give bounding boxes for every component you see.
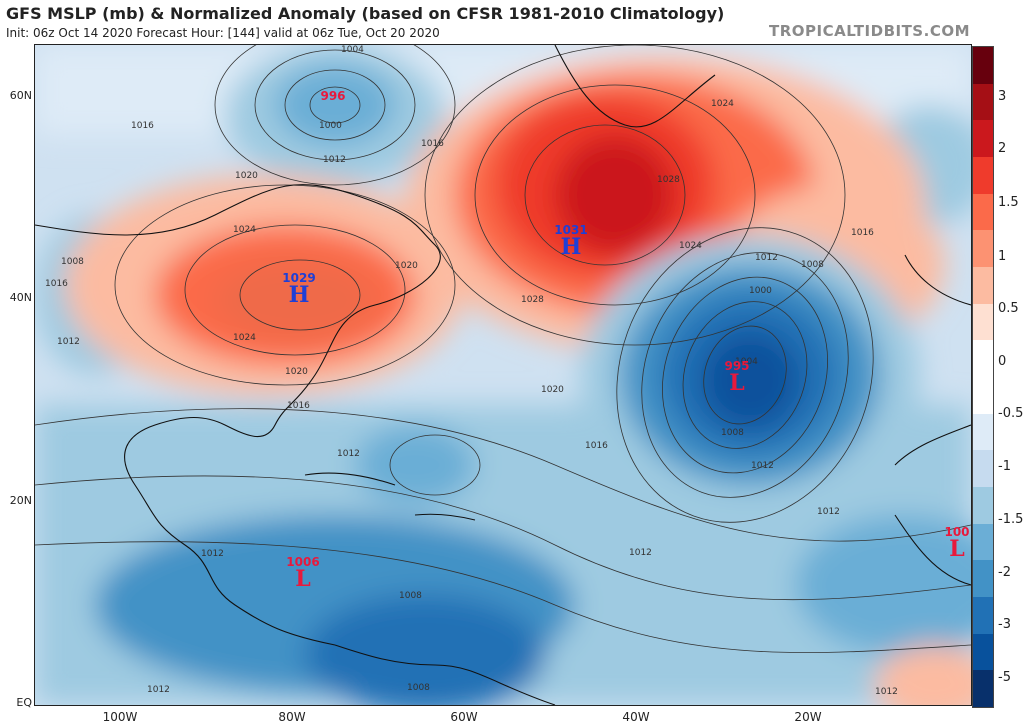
low-pressure-center: 100 L [944, 525, 970, 562]
isobar-label: 1012 [337, 449, 360, 459]
system-letter: H [288, 282, 310, 308]
isobar-label: 1008 [399, 591, 422, 601]
isobar-label: 1016 [45, 279, 68, 289]
lat-label: EQ [16, 696, 32, 709]
colorbar-segment [973, 597, 993, 635]
colorbar-segment [973, 303, 993, 341]
colorbar-segment [973, 267, 993, 305]
low-pressure-center: 996 [320, 89, 345, 103]
isobar-label: 1016 [585, 441, 608, 451]
colorbar-segment [973, 83, 993, 121]
colorbar-segment [973, 340, 993, 378]
isobar-label: 1020 [541, 385, 564, 395]
colorbar-label: -1.5 [998, 512, 1024, 527]
colorbar-segment [973, 120, 993, 158]
system-letter: L [949, 536, 965, 562]
isobar-label: 1000 [749, 286, 772, 296]
colorbar-label: 0 [998, 354, 1007, 369]
lat-label: 40N [9, 291, 32, 304]
isobar-label: 1008 [61, 257, 84, 267]
colorbar-segment [973, 633, 993, 671]
map-title: GFS MSLP (mb) & Normalized Anomaly (base… [6, 4, 725, 23]
isobar-label: 1020 [285, 367, 308, 377]
colorbar-label: -0.5 [998, 406, 1024, 421]
low-pressure-center: 995 L [724, 359, 750, 396]
lon-label: 60W [450, 710, 478, 724]
colorbar-label: 2 [998, 141, 1007, 156]
isobar-label: 1028 [521, 295, 544, 305]
isobar-label: 1012 [875, 687, 898, 697]
high-pressure-center: 1031 H [554, 223, 588, 260]
colorbar-segment [973, 157, 993, 195]
colorbar-segment [973, 560, 993, 598]
isobar-label: 1012 [57, 337, 80, 347]
lon-label: 80W [278, 710, 306, 724]
colorbar-segment [973, 377, 993, 415]
colorbar-label: 1.5 [998, 195, 1019, 210]
isobar-label: 1012 [755, 253, 778, 263]
isobar-label: 1016 [851, 228, 874, 238]
system-letter: L [729, 370, 745, 396]
colorbar-label: 3 [998, 89, 1007, 104]
colorbar-label: 1 [998, 249, 1007, 264]
system-letter: L [295, 566, 311, 592]
isobar-label: 1016 [287, 401, 310, 411]
colorbar-segment [973, 413, 993, 451]
lon-label: 20W [794, 710, 822, 724]
isobar-label: 1008 [721, 428, 744, 438]
colorbar-segment [973, 230, 993, 268]
isobar-label: 1012 [751, 461, 774, 471]
isobar-label: 1008 [801, 260, 824, 270]
lat-label: 20N [9, 494, 32, 507]
isobar-label: 1000 [319, 121, 342, 131]
map-panel: 1004 1000 1012 1016 1016 1020 1024 1024 … [34, 44, 972, 706]
low-pressure-center: 1006 L [286, 555, 320, 592]
isobar-label: 1012 [201, 549, 224, 559]
colorbar-segment [973, 523, 993, 561]
isobar-label: 1008 [407, 683, 430, 693]
system-letter: H [560, 234, 582, 260]
colorbar [972, 46, 994, 708]
colorbar-label: 0.5 [998, 301, 1019, 316]
lon-label: 40W [622, 710, 650, 724]
colorbar-segment [973, 450, 993, 488]
isobar-label: 1012 [629, 548, 652, 558]
isobar-label: 1012 [147, 685, 170, 695]
isobar-label: 1024 [679, 241, 702, 251]
isobar-label: 1024 [233, 333, 256, 343]
colorbar-segment [973, 487, 993, 525]
colorbar-segment [973, 47, 993, 85]
colorbar-label: -2 [998, 565, 1011, 580]
brand-watermark: TROPICALTIDBITS.COM [769, 22, 970, 40]
colorbar-segment [973, 193, 993, 231]
isobar-label: 1004 [735, 357, 758, 367]
isobar-label: 1024 [233, 225, 256, 235]
anomaly-field [35, 45, 971, 705]
colorbar-label: -5 [998, 670, 1011, 685]
system-value: 1029 [282, 271, 316, 285]
colorbar-label: -1 [998, 459, 1011, 474]
isobar-label: 1016 [421, 139, 444, 149]
lat-label: 60N [9, 89, 32, 102]
isobar-label: 1028 [657, 175, 680, 185]
isobars [35, 45, 971, 653]
system-value: 100 [944, 525, 970, 539]
colorbar-segment [973, 670, 993, 708]
coastlines [35, 45, 971, 705]
high-pressure-center: 1029 H [282, 271, 316, 308]
isobar-label: 1012 [817, 507, 840, 517]
isobar-label: 1004 [341, 45, 364, 55]
map-subtitle: Init: 06z Oct 14 2020 Forecast Hour: [14… [6, 26, 440, 40]
isobar-label: 1020 [235, 171, 258, 181]
isobar-label: 1024 [711, 99, 734, 109]
isobar-label: 1016 [131, 121, 154, 131]
colorbar-label: -3 [998, 617, 1011, 632]
lon-label: 100W [102, 710, 138, 724]
system-value: 996 [320, 89, 346, 103]
system-value: 995 [724, 359, 750, 373]
system-value: 1031 [554, 223, 588, 237]
isobar-label: 1012 [323, 155, 346, 165]
system-value: 1006 [286, 555, 320, 569]
isobar-label: 1020 [395, 261, 418, 271]
